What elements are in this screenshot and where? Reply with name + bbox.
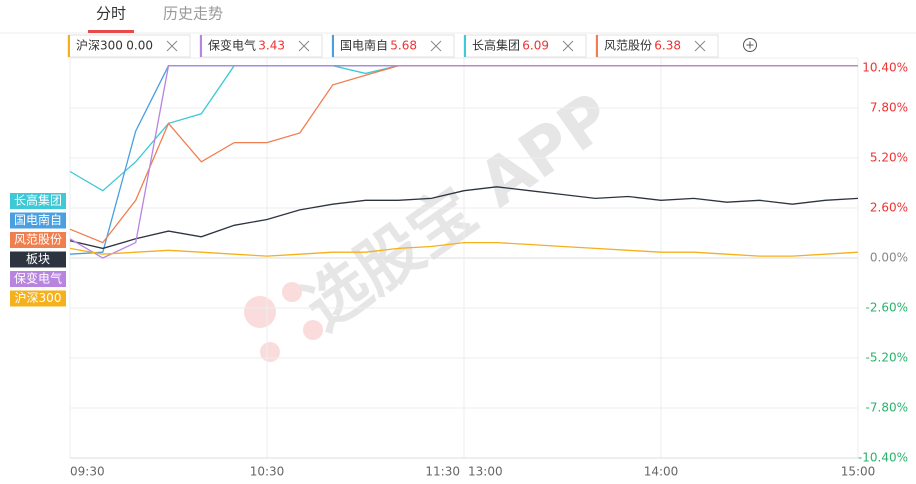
watermark-dot	[303, 320, 323, 340]
legend-swatch	[10, 193, 66, 209]
legend-swatch	[10, 232, 66, 248]
series-line	[69, 241, 859, 257]
chip-color	[200, 35, 202, 57]
chip-value: 0.00	[126, 39, 153, 53]
tab[interactable]: 历史走势	[163, 5, 223, 23]
legend-label: 国电南自	[14, 212, 62, 227]
close-stroke	[562, 40, 574, 52]
chip-name: 国电南自	[340, 38, 388, 53]
x-tick-label: 09:30	[70, 465, 105, 479]
close-stroke	[298, 40, 310, 52]
close-stroke	[430, 40, 442, 52]
chip-close[interactable]	[430, 40, 442, 52]
watermark-dot	[260, 342, 280, 362]
y-tick-label: 5.20%	[870, 151, 908, 165]
chip-color	[332, 35, 334, 57]
legend-label: 板块	[26, 252, 50, 266]
stock-chip[interactable]: 保变电气 3.43	[199, 34, 323, 58]
legend-label: 保变电气	[14, 271, 62, 286]
chip-close[interactable]	[694, 40, 706, 52]
add-circle	[743, 38, 757, 52]
y-tick-label: -7.80%	[866, 401, 908, 415]
chip-color	[464, 35, 466, 57]
close-stroke	[694, 40, 706, 52]
y-tick-label: 7.80%	[870, 101, 908, 115]
chip-close[interactable]	[166, 40, 178, 52]
x-tick-label: 13:00	[468, 465, 503, 479]
x-tick-label: 10:30	[250, 465, 285, 479]
chip-name: 长高集团	[472, 38, 520, 53]
stock-chip[interactable]: 沪深300 0.00	[67, 34, 191, 58]
stock-chip[interactable]: 长高集团 6.09	[463, 34, 587, 58]
chip-value: 5.68	[390, 39, 417, 53]
y-tick-label: 10.40%	[862, 61, 908, 75]
x-tick-label: 14:00	[644, 465, 679, 479]
chip-value: 6.38	[654, 39, 681, 53]
tab-active[interactable]: 分时	[96, 5, 126, 23]
x-tick-label: 11:30	[425, 465, 460, 479]
chip-color	[596, 35, 598, 57]
watermark-dot	[282, 282, 302, 302]
chip-value: 6.09	[522, 39, 549, 53]
stock-chip[interactable]: 国电南自 5.68	[331, 34, 455, 58]
add-button[interactable]	[743, 38, 757, 52]
legend-swatch	[10, 290, 66, 307]
legend-label: 风范股份	[14, 233, 62, 247]
y-tick-label: 2.60%	[870, 201, 908, 215]
stock-chip[interactable]: 风范股份 6.38	[595, 34, 719, 58]
series-line	[69, 65, 858, 259]
chip-name: 风范股份	[604, 39, 652, 53]
chip-name: 沪深300	[76, 39, 123, 53]
chip-close[interactable]	[562, 40, 574, 52]
legend-swatch	[10, 251, 66, 268]
watermark-dot	[244, 296, 276, 328]
tab-underline	[88, 30, 134, 33]
x-tick-label: 15:00	[841, 465, 876, 479]
y-tick-label: -5.20%	[866, 351, 908, 365]
chip-name: 保变电气	[208, 38, 256, 53]
legend-swatch	[10, 212, 66, 229]
legend-label: 沪深300	[15, 291, 62, 305]
series-line	[69, 186, 859, 250]
chip-value: 3.43	[258, 39, 285, 53]
y-tick-label: -2.60%	[866, 301, 908, 315]
close-stroke	[166, 40, 178, 52]
chip-color	[68, 35, 70, 57]
chip-close[interactable]	[298, 40, 310, 52]
legend-swatch	[10, 271, 66, 287]
y-tick-label: 0.00%	[870, 251, 908, 265]
legend-label: 长高集团	[14, 193, 62, 208]
y-tick-label: -10.40%	[858, 451, 908, 465]
